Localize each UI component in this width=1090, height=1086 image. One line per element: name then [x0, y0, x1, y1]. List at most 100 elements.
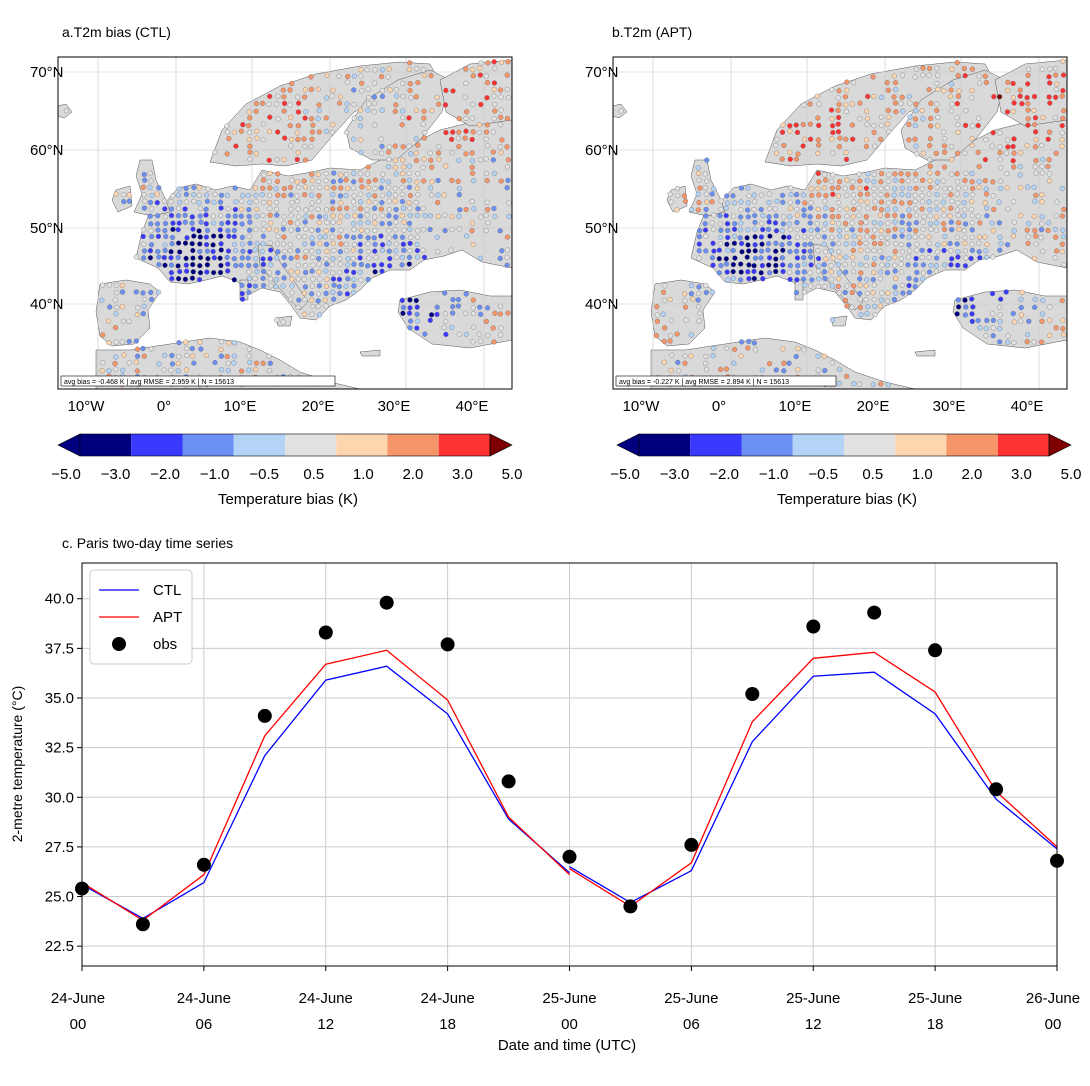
station-marker	[794, 192, 800, 198]
station-marker	[330, 179, 336, 185]
station-marker	[927, 207, 933, 213]
station-marker	[844, 87, 850, 93]
station-marker	[212, 360, 218, 366]
station-marker	[205, 186, 211, 192]
station-marker	[168, 206, 175, 212]
station-marker	[316, 102, 322, 108]
station-marker	[844, 79, 850, 85]
station-marker	[1039, 221, 1045, 227]
station-marker	[949, 157, 955, 163]
station-marker	[969, 66, 975, 72]
station-marker	[864, 108, 870, 114]
station-marker	[324, 261, 330, 267]
station-marker	[275, 192, 281, 198]
station-marker	[997, 312, 1003, 318]
station-marker	[949, 256, 955, 262]
station-marker	[434, 311, 440, 317]
station-marker	[955, 129, 961, 135]
station-marker	[983, 79, 989, 86]
station-marker	[851, 381, 857, 387]
station-marker	[302, 219, 308, 225]
station-marker	[310, 262, 316, 268]
station-marker	[408, 95, 414, 101]
colorbar-tick-label: 3.0	[452, 466, 473, 483]
station-marker	[274, 317, 280, 323]
station-marker	[653, 333, 659, 339]
station-marker	[1010, 108, 1016, 115]
x-axis-label: Date and time (UTC)	[498, 1037, 636, 1054]
station-marker	[217, 255, 223, 261]
station-marker	[413, 94, 419, 100]
station-marker	[758, 270, 764, 276]
station-marker	[148, 346, 154, 352]
station-marker	[941, 226, 948, 232]
station-marker	[357, 115, 364, 122]
station-marker	[491, 93, 497, 99]
station-marker	[794, 255, 800, 261]
colorbar-extend-low	[616, 433, 640, 457]
station-marker	[141, 303, 147, 309]
station-marker	[371, 109, 377, 115]
station-marker	[504, 115, 511, 122]
station-marker	[955, 200, 961, 206]
station-marker	[176, 240, 182, 246]
station-marker	[906, 234, 912, 240]
station-marker	[133, 254, 139, 260]
station-marker	[830, 191, 836, 197]
colorbar-tick-label: 1.0	[353, 466, 374, 483]
station-marker	[983, 254, 990, 260]
colorbar-tick-label: 0.5	[862, 466, 883, 483]
station-marker	[997, 144, 1003, 150]
station-marker	[266, 226, 272, 232]
station-marker	[435, 213, 441, 219]
station-marker	[816, 122, 822, 129]
station-marker	[359, 184, 365, 190]
station-marker	[807, 220, 813, 226]
station-marker	[141, 171, 147, 178]
station-marker	[427, 185, 434, 191]
station-marker	[211, 233, 217, 239]
station-marker	[204, 262, 210, 268]
station-marker	[752, 255, 759, 261]
station-marker	[414, 311, 420, 317]
station-marker	[935, 249, 941, 255]
station-marker	[702, 221, 708, 227]
station-marker	[899, 72, 905, 78]
station-marker	[885, 228, 891, 234]
station-marker	[969, 318, 975, 324]
station-marker	[406, 115, 412, 121]
station-marker	[829, 136, 835, 142]
station-marker	[63, 108, 69, 114]
station-marker	[247, 143, 253, 149]
station-marker	[456, 129, 462, 135]
station-marker	[477, 65, 483, 71]
station-marker	[835, 200, 841, 206]
station-marker	[261, 268, 267, 275]
station-marker	[773, 248, 779, 254]
station-marker	[1031, 255, 1038, 261]
station-marker	[898, 256, 905, 262]
station-marker	[169, 352, 175, 359]
station-marker	[295, 262, 301, 268]
station-marker	[808, 200, 814, 206]
map-panel-a: a.T2m bias (CTL) avg bias = -0.468 K | a…	[30, 24, 513, 415]
station-marker	[288, 268, 294, 274]
station-marker	[695, 165, 701, 171]
station-marker	[962, 178, 968, 184]
station-marker	[956, 226, 962, 232]
colorbar-tick-label: −0.5	[249, 466, 279, 483]
station-marker	[233, 263, 239, 269]
station-marker	[189, 220, 195, 226]
station-marker	[316, 129, 322, 135]
colorbar-segment	[80, 434, 132, 456]
station-marker	[844, 177, 850, 183]
station-marker	[941, 164, 948, 170]
station-marker	[247, 249, 253, 255]
station-marker	[126, 192, 132, 198]
station-marker	[435, 177, 441, 184]
station-marker	[492, 101, 498, 108]
station-marker	[154, 200, 160, 206]
station-marker	[942, 233, 948, 240]
station-marker	[920, 226, 926, 232]
station-marker	[1059, 185, 1065, 192]
